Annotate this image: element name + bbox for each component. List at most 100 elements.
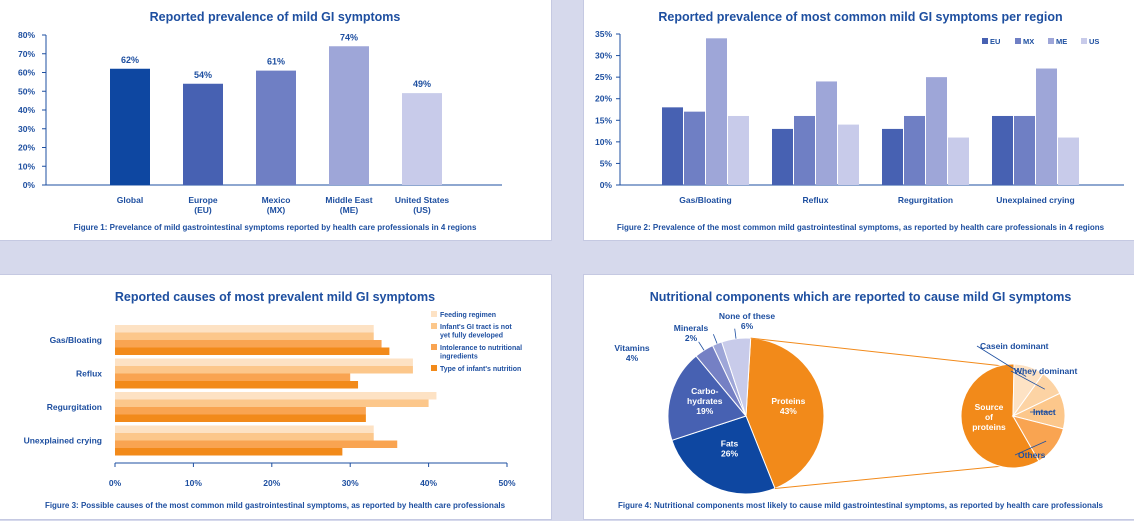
- bar: [115, 381, 358, 389]
- bar: [115, 426, 374, 434]
- y-tick-label: 70%: [18, 49, 35, 59]
- panel-causes: Reported causes of most prevalent mild G…: [0, 274, 552, 520]
- legend-swatch: [1048, 38, 1054, 44]
- x-tick-label: United States(US): [395, 195, 450, 215]
- x-tick-label: 40%: [420, 478, 437, 488]
- y-tick-label: 30%: [595, 51, 612, 61]
- y-tick-label: 15%: [595, 115, 612, 125]
- legend-label: MX: [1023, 37, 1034, 46]
- x-tick-label: Global: [117, 195, 143, 205]
- bar: [948, 138, 969, 185]
- x-tick-label: Middle East(ME): [325, 195, 372, 215]
- bar: [256, 71, 296, 185]
- connector-line: [775, 466, 1003, 488]
- y-tick-label: 0%: [600, 180, 613, 190]
- bar: [838, 125, 859, 185]
- bar: [992, 116, 1013, 185]
- bar: [183, 84, 223, 185]
- legend-swatch: [431, 323, 437, 329]
- data-label: 62%: [121, 55, 139, 65]
- y-tick-label: 60%: [18, 68, 35, 78]
- data-label: 54%: [194, 70, 212, 80]
- legend-label: Type of infant's nutrition: [440, 366, 521, 373]
- y-tick-label: Reflux: [76, 369, 102, 379]
- breakdown-label: Whey dominant: [1014, 366, 1077, 376]
- bar: [110, 69, 150, 185]
- y-tick-label: 20%: [18, 143, 35, 153]
- y-tick-label: Gas/Bloating: [50, 335, 102, 345]
- bar: [115, 441, 397, 449]
- legend-swatch: [1081, 38, 1087, 44]
- bar: [816, 81, 837, 185]
- bar: [1036, 69, 1057, 185]
- bar: [926, 77, 947, 185]
- breakdown-label: Others: [1018, 450, 1046, 460]
- bar: [706, 38, 727, 185]
- bar: [115, 374, 350, 382]
- bar: [115, 348, 389, 356]
- y-tick-label: Unexplained crying: [24, 436, 102, 446]
- y-tick-label: 30%: [18, 124, 35, 134]
- bar: [662, 107, 683, 185]
- bar: [115, 415, 366, 423]
- bar: [329, 46, 369, 185]
- legend-label: EU: [990, 37, 1000, 46]
- leader-line: [699, 342, 704, 350]
- panel-per-region: Reported prevalence of most common mild …: [583, 0, 1134, 241]
- y-tick-label: 80%: [18, 30, 35, 40]
- bar: [794, 116, 815, 185]
- y-tick-label: 25%: [595, 72, 612, 82]
- bar: [115, 340, 382, 348]
- legend-swatch: [982, 38, 988, 44]
- x-tick-label: Unexplained crying: [996, 195, 1074, 205]
- data-label: 49%: [413, 79, 431, 89]
- panel-nutrition: Nutritional components which are reporte…: [583, 274, 1134, 520]
- bar: [882, 129, 903, 185]
- y-tick-label: 10%: [18, 161, 35, 171]
- x-tick-label: 20%: [263, 478, 280, 488]
- bar: [115, 392, 436, 400]
- bar: [772, 129, 793, 185]
- x-tick-label: 30%: [342, 478, 359, 488]
- bar: [115, 433, 374, 441]
- chart1-svg: 0%10%20%30%40%50%60%70%80%62%Global54%Eu…: [0, 0, 553, 242]
- y-tick-label: 35%: [595, 29, 612, 39]
- y-tick-label: 40%: [18, 105, 35, 115]
- legend-swatch: [431, 365, 437, 371]
- bar: [1058, 138, 1079, 185]
- breakdown-label: Intact: [1033, 407, 1056, 417]
- bar: [402, 93, 442, 185]
- x-tick-label: Mexico(MX): [262, 195, 291, 215]
- chart1-caption: Figure 1: Prevelance of mild gastrointes…: [0, 223, 551, 232]
- x-tick-label: Gas/Bloating: [679, 195, 731, 205]
- data-label: 61%: [267, 57, 285, 67]
- chart3-svg: 0%10%20%30%40%50%Gas/BloatingRefluxRegur…: [0, 275, 553, 521]
- bar: [115, 359, 413, 367]
- y-tick-label: Regurgitation: [47, 402, 102, 412]
- bar: [115, 325, 374, 333]
- panel-prevalence: Reported prevalence of mild GI symptoms …: [0, 0, 552, 241]
- bar: [728, 116, 749, 185]
- data-label: 74%: [340, 32, 358, 42]
- legend-label: US: [1089, 37, 1099, 46]
- y-tick-label: 5%: [600, 158, 613, 168]
- legend-swatch: [431, 311, 437, 317]
- chart3-caption: Figure 3: Possible causes of the most co…: [0, 501, 551, 510]
- y-tick-label: 20%: [595, 94, 612, 104]
- bar: [115, 366, 413, 374]
- legend-swatch: [431, 344, 437, 350]
- x-tick-label: 0%: [109, 478, 122, 488]
- x-tick-label: 10%: [185, 478, 202, 488]
- leader-line: [713, 334, 717, 343]
- x-tick-label: Reflux: [803, 195, 829, 205]
- bar: [115, 333, 374, 341]
- y-tick-label: 0%: [23, 180, 36, 190]
- bar: [1014, 116, 1035, 185]
- legend-swatch: [1015, 38, 1021, 44]
